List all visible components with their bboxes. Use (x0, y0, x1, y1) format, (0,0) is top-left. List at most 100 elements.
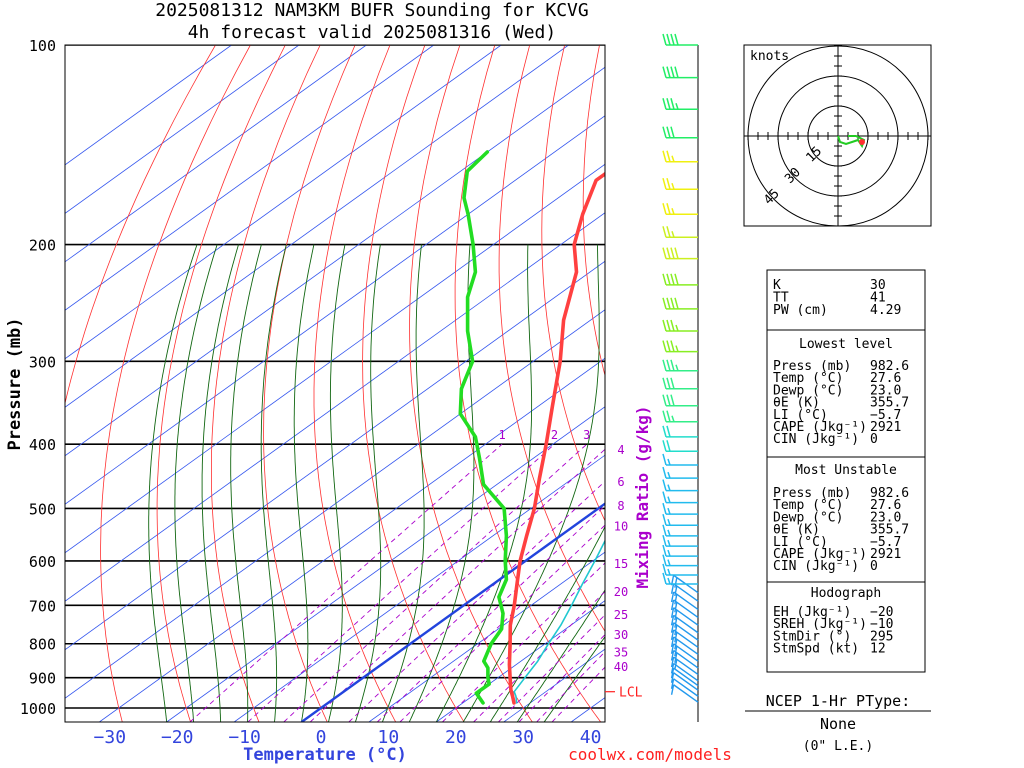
temperature-tick-label: −30 (94, 727, 127, 748)
isobar-lines (65, 45, 605, 709)
mixing-ratio-label: 1 (498, 428, 505, 442)
mixing-ratio-label: 35 (614, 645, 628, 659)
wind-barb (670, 656, 699, 676)
lcl-label: LCL (619, 686, 643, 701)
index-value: 41 (870, 291, 886, 306)
index-section-heading: Most Unstable (795, 463, 897, 478)
index-value: 982.6 (870, 359, 909, 374)
wind-barb (662, 359, 698, 372)
isotherm (436, 600, 605, 722)
isotherm (233, 454, 605, 722)
isotherm (65, 212, 605, 602)
isotherm-lines (65, 45, 605, 722)
wind-barb (662, 534, 698, 547)
wind-barb (662, 394, 698, 407)
index-value: 2921 (870, 547, 901, 562)
wind-barb (662, 33, 698, 46)
dry-adiabat (498, 45, 605, 633)
ptype-heading: NCEP 1-Hr PType: (766, 692, 911, 710)
pressure-tick-label: 300 (29, 353, 56, 371)
parcel-profile (513, 539, 605, 704)
wind-barb (670, 636, 699, 655)
moist-adiabat (489, 525, 605, 722)
wind-barb (662, 524, 698, 537)
temperature-tick-label: 30 (512, 727, 534, 748)
isotherm (65, 260, 605, 651)
index-value: 27.6 (870, 498, 901, 513)
moist-adiabat (148, 244, 198, 722)
mixing-ratio-line (348, 480, 605, 722)
isotherm (65, 309, 605, 699)
index-value: −5.7 (870, 408, 901, 423)
isotherm (65, 163, 605, 554)
index-label: SREH (Jkg⁻¹) (773, 617, 867, 632)
index-label: CAPE (Jkg⁻¹) (773, 547, 867, 562)
mixing-ratio-line (399, 524, 605, 722)
wind-barb (662, 466, 698, 479)
index-label: θE (K) (773, 396, 820, 411)
isotherm (65, 45, 435, 311)
pressure-tick-label: 700 (29, 597, 56, 615)
hodograph-units-label: knots (750, 49, 789, 64)
wind-barb (662, 554, 698, 567)
index-label: CAPE (Jkg⁻¹) (773, 420, 867, 435)
wind-barb (662, 479, 698, 492)
mixing-ratio-label: 20 (614, 585, 628, 599)
index-value: −20 (870, 605, 893, 620)
dry-adiabat (313, 45, 397, 722)
wind-barb (662, 98, 698, 111)
index-label: K (773, 278, 781, 293)
indices-panel: K 30 TT 41 PW (cm) 4.29 Lowest level Press (mb)… (766, 269, 926, 673)
wind-barb (670, 591, 699, 610)
isotherm (65, 45, 300, 214)
wind-barb (670, 614, 699, 634)
moist-adiabat (408, 244, 475, 722)
wind-barb (670, 649, 699, 669)
temperature-profile (507, 171, 605, 705)
mixing-ratio-line (518, 633, 605, 722)
dry-adiabat (984, 45, 1024, 722)
mixing-ratio-lines (189, 443, 605, 722)
dry-adiabat (949, 45, 1024, 722)
x-axis-label: Temperature (°C) (243, 745, 407, 765)
temperature-tick-label: 40 (580, 727, 602, 748)
moist-adiabat (230, 244, 262, 722)
temperature-tick-label: 10 (378, 727, 400, 748)
mixing-ratio-line (189, 443, 503, 722)
sounding-profiles (458, 150, 605, 705)
index-label: θE (K) (773, 523, 820, 538)
mixing-ratio-line (247, 443, 555, 722)
freezing-isotherm-line (300, 502, 605, 722)
dry-adiabat (541, 45, 605, 522)
mixing-ratio-axis-label: Mixing Ratio (g/kg) (633, 405, 652, 588)
index-section-heading: Hodograph (811, 586, 881, 601)
temperature-tick-labels: −30 −20 −10 0 10 20 30 40 (94, 727, 602, 748)
index-label: Dewp (°C) (773, 383, 843, 398)
temperature-tick-label: −10 (228, 727, 261, 748)
moist-adiabat (543, 635, 605, 722)
mixing-ratio-label: 25 (614, 608, 628, 622)
mixing-ratio-label: 40 (614, 660, 628, 674)
index-value: 982.6 (870, 486, 909, 501)
mixing-ratio-label: 2 (551, 428, 558, 442)
index-value: 23.0 (870, 510, 901, 525)
dry-adiabat (362, 45, 465, 722)
wind-barb (670, 672, 699, 691)
wind-barb (662, 126, 698, 139)
pressure-tick-label: 400 (29, 436, 56, 454)
wind-barb (662, 150, 698, 163)
index-label: StmSpd (kt) (773, 642, 859, 657)
pressure-tick-label: 100 (29, 37, 56, 55)
index-label: CIN (Jkg⁻¹) (773, 432, 859, 447)
index-section-heading: Lowest level (799, 337, 893, 352)
index-value: 0 (870, 432, 878, 447)
index-label: CIN (Jkg⁻¹) (773, 559, 859, 574)
wind-barb (662, 440, 698, 453)
pressure-tick-label: 500 (29, 500, 56, 518)
plot-background (65, 45, 1024, 722)
isotherm (166, 406, 605, 722)
index-value: 12 (870, 642, 886, 657)
wind-barb (662, 513, 698, 526)
pressure-tick-label: 200 (29, 237, 56, 255)
